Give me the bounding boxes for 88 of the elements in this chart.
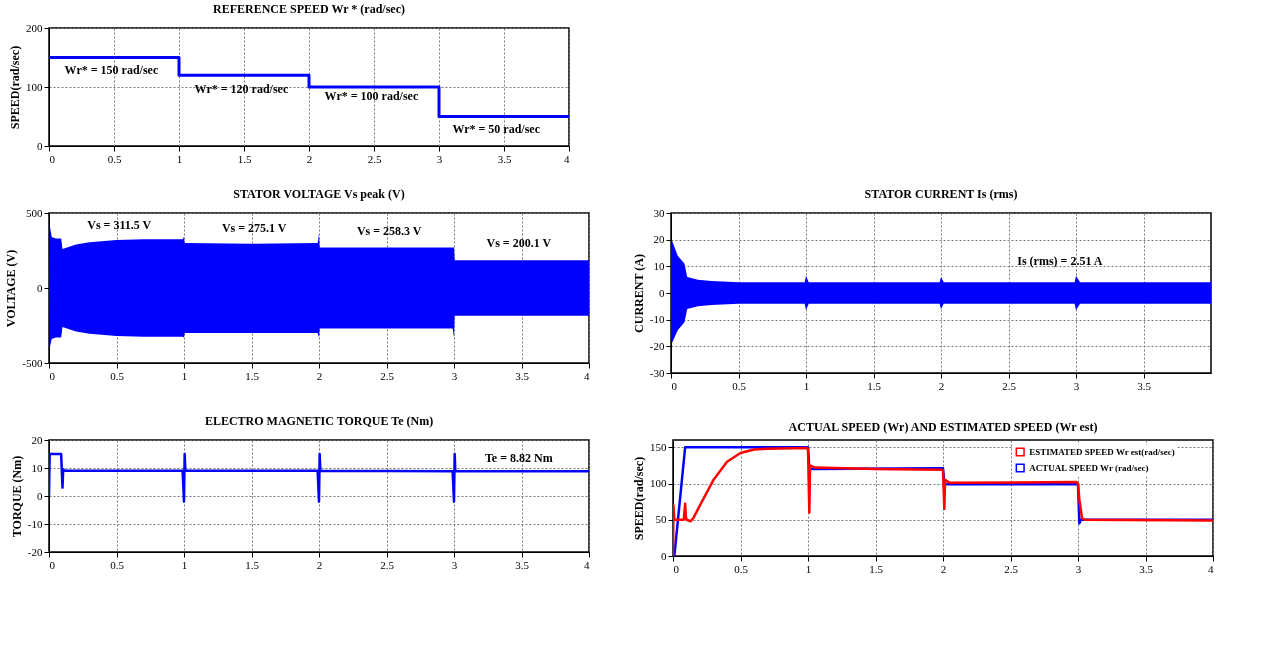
x-tick-label: 1 <box>803 379 810 392</box>
y-axis-title: SPEED(rad/sec) <box>632 456 646 541</box>
x-tick-label: 4 <box>1208 562 1214 575</box>
y-tick-label: 100 <box>650 477 667 489</box>
chart-title: STATOR CURRENT Is (rms) <box>864 187 1018 201</box>
annotation: Wr* = 120 rad/sec <box>194 82 289 97</box>
y-tick-label: -10 <box>649 313 665 326</box>
y-axis-title: TORQUE (Nm) <box>9 455 24 538</box>
x-tick-label: 0 <box>671 379 678 392</box>
y-tick-label: 30 <box>653 206 665 219</box>
x-tick-label: 0.5 <box>107 152 122 165</box>
x-tick-label: 0 <box>673 562 680 575</box>
x-tick-label: 1 <box>181 369 188 382</box>
x-tick-label: 1 <box>805 562 812 575</box>
x-tick-label: 2 <box>316 558 323 571</box>
x-tick-label: 2.5 <box>380 558 395 571</box>
annotation: Vs = 275.1 V <box>221 221 287 235</box>
x-tick-label: 3.5 <box>515 369 530 382</box>
x-tick-label: 0.5 <box>732 379 747 392</box>
y-tick-label: 150 <box>650 440 667 453</box>
annotation: Wr* = 50 rad/sec <box>452 122 541 137</box>
y-tick-label: 50 <box>655 513 667 526</box>
x-tick-label: 1.5 <box>245 558 260 571</box>
y-tick-label: 0 <box>661 549 667 562</box>
y-tick-label: 10 <box>31 461 43 474</box>
x-tick-label: 2 <box>306 152 313 165</box>
x-tick-label: 3 <box>1073 379 1080 392</box>
y-tick-label: 10 <box>653 259 665 272</box>
x-tick-label: 2 <box>940 562 947 575</box>
y-tick-label: 500 <box>26 206 43 219</box>
x-tick-label: 4 <box>584 369 590 382</box>
y-tick-label: 200 <box>26 21 43 34</box>
x-tick-label: 2.5 <box>1004 562 1019 575</box>
y-tick-label: -10 <box>27 517 43 530</box>
annotation: Wr* = 150 rad/sec <box>64 63 159 78</box>
annotation: Wr* = 100 rad/sec <box>324 89 419 104</box>
x-tick-label: 1.5 <box>245 369 260 382</box>
legend-label: ESTIMATED SPEED Wr est(rad/sec) <box>1029 447 1175 457</box>
x-tick-label: 2.5 <box>367 152 382 165</box>
x-tick-label: 1 <box>176 152 183 165</box>
y-tick-label: -500 <box>22 356 43 369</box>
x-tick-label: 3 <box>451 369 458 382</box>
legend-label: ACTUAL SPEED Wr (rad/sec) <box>1029 463 1149 473</box>
y-tick-label: 0 <box>37 489 43 502</box>
annotation: Vs = 311.5 V <box>87 218 152 232</box>
y-tick-label: 0 <box>37 139 43 152</box>
annotation: Vs = 258.3 V <box>356 224 422 238</box>
x-tick-label: 2 <box>938 379 945 392</box>
chart-title: ACTUAL SPEED (Wr) AND ESTIMATED SPEED (Wr est) <box>788 420 1098 434</box>
x-tick-label: 0.5 <box>734 562 749 575</box>
x-tick-label: 4 <box>564 152 570 165</box>
y-tick-label: -20 <box>27 545 43 558</box>
y-axis-title: VOLTAGE (V) <box>4 249 19 328</box>
y-tick-label: 20 <box>31 433 43 446</box>
x-tick-label: 0 <box>49 558 56 571</box>
x-tick-label: 1.5 <box>869 562 884 575</box>
x-tick-label: 3 <box>451 558 458 571</box>
x-tick-label: 0 <box>49 369 56 382</box>
x-tick-label: 2 <box>316 369 323 382</box>
y-tick-label: -30 <box>649 366 665 379</box>
x-tick-label: 0 <box>49 152 56 165</box>
x-tick-label: 3.5 <box>515 558 530 571</box>
x-tick-label: 0.5 <box>110 369 125 382</box>
x-tick-label: 3 <box>1075 562 1082 575</box>
x-tick-label: 1.5 <box>867 379 882 392</box>
x-tick-label: 3.5 <box>1139 562 1154 575</box>
chart-title: STATOR VOLTAGE Vs peak (V) <box>233 187 405 201</box>
y-tick-label: 100 <box>26 80 43 93</box>
y-tick-label: 0 <box>37 281 43 294</box>
x-tick-label: 2.5 <box>380 369 395 382</box>
x-tick-label: 3 <box>436 152 443 165</box>
annotation: Te = 8.82 Nm <box>484 450 553 465</box>
y-tick-label: -20 <box>649 339 665 352</box>
x-tick-label: 3.5 <box>1137 379 1152 392</box>
y-axis-title: CURRENT (A) <box>631 254 646 333</box>
annotation: Is (rms) = 2.51 A <box>1017 254 1103 268</box>
x-tick-label: 2.5 <box>1002 379 1017 392</box>
x-tick-label: 1.5 <box>237 152 252 165</box>
x-tick-label: 3.5 <box>497 152 512 165</box>
y-tick-label: 20 <box>653 233 665 246</box>
x-tick-label: 4 <box>584 558 590 571</box>
x-tick-label: 1 <box>181 558 188 571</box>
y-axis-title: SPEED(rad/sec) <box>8 45 22 130</box>
x-tick-label: 0.5 <box>110 558 125 571</box>
chart-title: ELECTRO MAGNETIC TORQUE Te (Nm) <box>204 414 434 428</box>
chart-title: REFERENCE SPEED Wr * (rad/sec) <box>212 2 406 16</box>
annotation: Vs = 200.1 V <box>486 236 552 250</box>
y-tick-label: 0 <box>659 286 665 299</box>
